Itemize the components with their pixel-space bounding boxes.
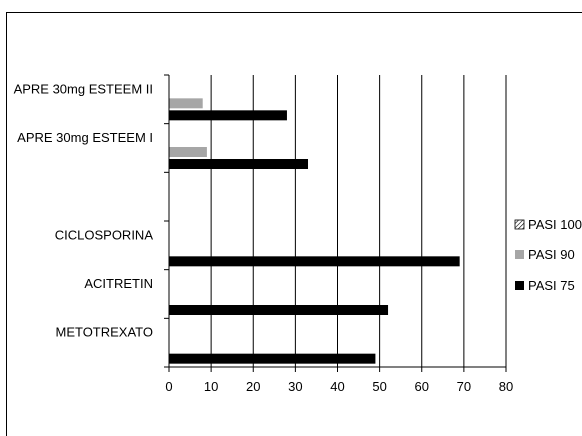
x-tick-label: 40 bbox=[330, 379, 344, 394]
legend-swatch-pasi-75 bbox=[515, 281, 524, 290]
legend-label: PASI 100 bbox=[528, 217, 582, 232]
legend: PASI 100 PASI 90 PASI 75 bbox=[514, 217, 582, 293]
bar-pasi-90-apre-30mg-esteem-ii bbox=[169, 98, 203, 109]
category-label: ACITRETIN bbox=[84, 276, 153, 291]
x-tick-label: 50 bbox=[372, 379, 386, 394]
bar-pasi-75-apre-30mg-esteem-ii bbox=[169, 110, 287, 121]
x-tick-label: 10 bbox=[204, 379, 218, 394]
x-tick-label: 70 bbox=[457, 379, 471, 394]
axes bbox=[164, 74, 507, 372]
legend-swatch-pasi-100 bbox=[514, 219, 525, 230]
x-tick-label: 80 bbox=[499, 379, 513, 394]
category-label: APRE 30mg ESTEEM I bbox=[17, 130, 153, 145]
x-tick-label: 60 bbox=[415, 379, 429, 394]
category-label: CICLOSPORINA bbox=[55, 227, 154, 242]
bars bbox=[169, 98, 460, 364]
chart-frame bbox=[6, 12, 582, 436]
legend-label: PASI 75 bbox=[528, 278, 575, 293]
bar-pasi-75-metotrexato bbox=[169, 353, 376, 364]
x-tick-label: 0 bbox=[165, 379, 172, 394]
x-tick-labels: 0 10 20 30 40 50 60 70 80 bbox=[165, 379, 513, 394]
bar-pasi-75-apre-30mg-esteem-i bbox=[169, 159, 309, 169]
legend-label: PASI 90 bbox=[528, 247, 575, 262]
category-labels: METOTREXATO ACITRETIN CICLOSPORINA APRE 30m… bbox=[14, 81, 154, 339]
chart: 0 10 20 30 40 50 60 70 80 METOTREXATO ACITRETIN CI… bbox=[14, 74, 582, 394]
category-label: METOTREXATO bbox=[55, 325, 153, 340]
x-tick-label: 30 bbox=[288, 379, 302, 394]
bar-pasi-75-acitretin bbox=[169, 305, 389, 315]
grid bbox=[210, 75, 507, 367]
category-label: APRE 30mg ESTEEM II bbox=[14, 81, 153, 96]
bar-pasi-90-apre-30mg-esteem-i bbox=[169, 147, 207, 157]
legend-swatch-pasi-90 bbox=[515, 250, 524, 259]
bar-pasi-75-ciclosporina bbox=[169, 256, 460, 267]
x-tick-label: 20 bbox=[246, 379, 260, 394]
